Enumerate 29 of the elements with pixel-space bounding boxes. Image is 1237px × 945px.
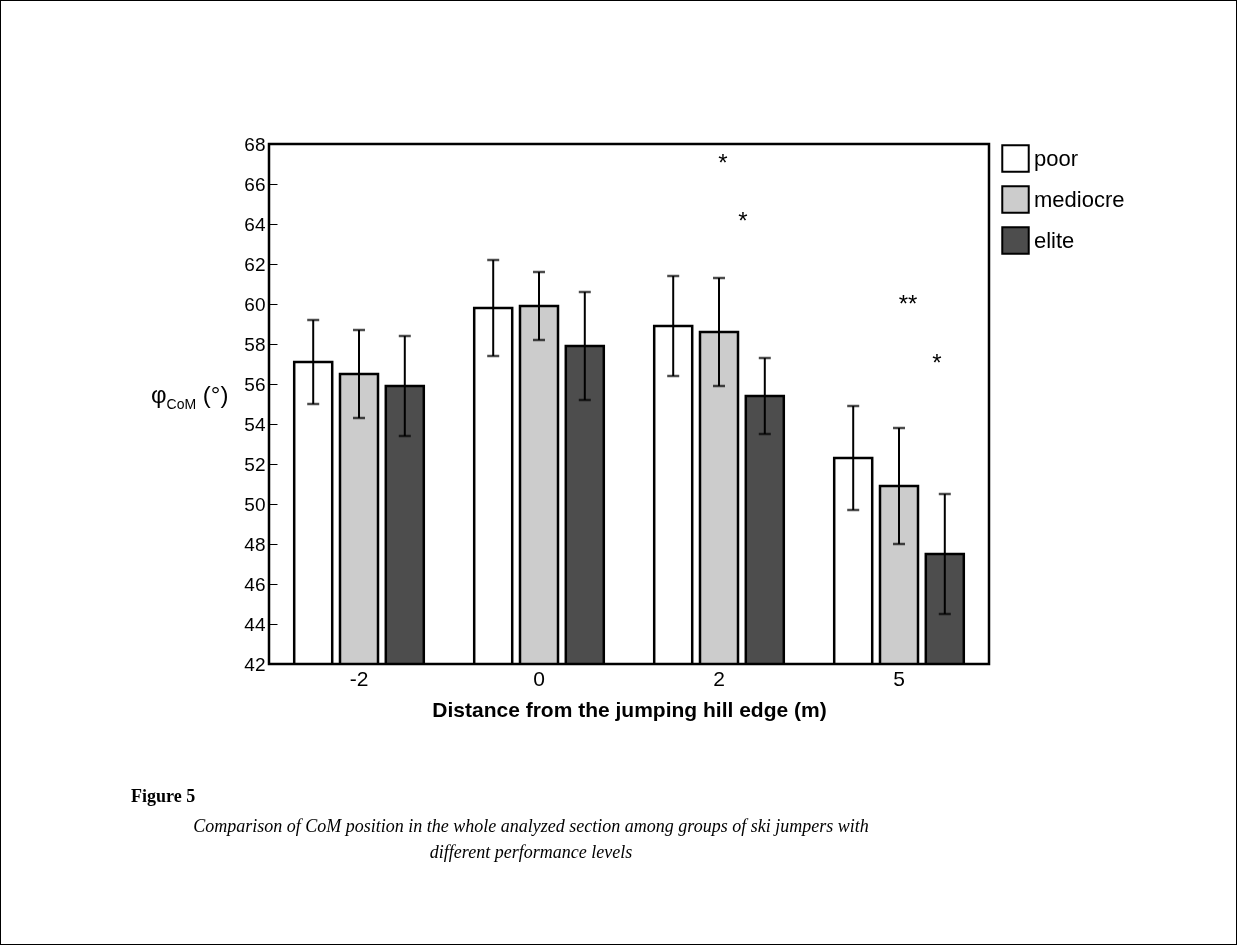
y-tick-label: 64 bbox=[244, 213, 266, 235]
y-tick-label: 52 bbox=[244, 453, 266, 475]
y-tick-label: 48 bbox=[244, 533, 266, 555]
x-tick-label: -2 bbox=[349, 666, 369, 690]
annotation: * bbox=[718, 149, 728, 176]
y-tick-label: 56 bbox=[244, 373, 266, 395]
y-tick-label: 62 bbox=[244, 253, 266, 275]
y-tick-label: 50 bbox=[244, 493, 266, 515]
x-tick-label: 2 bbox=[713, 666, 725, 690]
legend-label: poor bbox=[1034, 145, 1079, 171]
y-axis-title: φ$_{CoM}$ (°) bbox=[151, 381, 229, 412]
y-tick-label: 58 bbox=[244, 333, 266, 355]
x-tick-label: 5 bbox=[893, 666, 905, 690]
x-tick-label: 0 bbox=[533, 666, 545, 690]
annotation: * bbox=[738, 207, 748, 234]
y-tick-label: 42 bbox=[244, 653, 266, 675]
y-tick-label: 46 bbox=[244, 573, 266, 595]
legend-label: elite bbox=[1034, 227, 1075, 253]
caption: Figure 5 bbox=[131, 786, 197, 807]
y-tick-label: 44 bbox=[244, 613, 266, 635]
y-tick-label: 66 bbox=[244, 173, 266, 195]
x-axis-title: Distance from the jumping hill edge (m) bbox=[432, 697, 827, 721]
text: Comparison of CoM position in the whole analyzed section among groups of ski jumpers with different performance levels bbox=[192, 815, 870, 865]
annotation: ** bbox=[898, 290, 918, 317]
legend-label: mediocre bbox=[1034, 186, 1125, 212]
y-tick-label: 54 bbox=[244, 413, 266, 435]
annotation: * bbox=[932, 349, 942, 376]
y-tick-label: 68 bbox=[244, 133, 266, 155]
y-tick-label: 60 bbox=[244, 293, 266, 315]
